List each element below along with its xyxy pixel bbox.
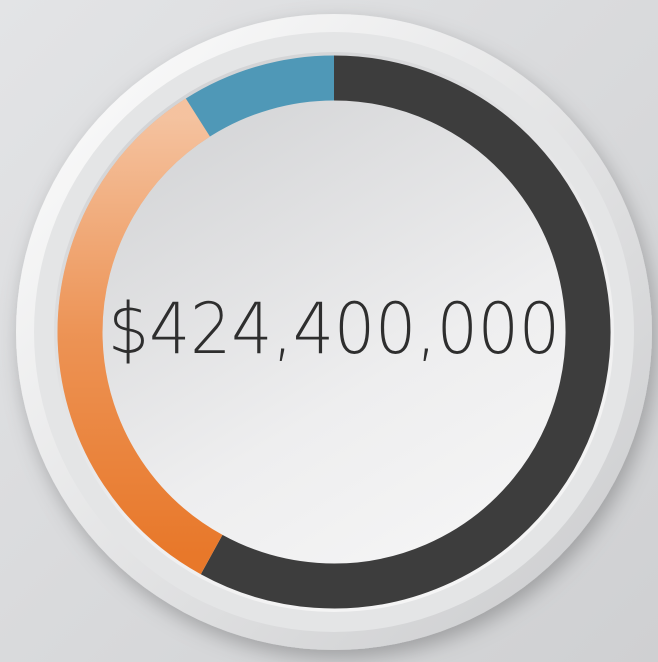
segment (200, 55, 611, 609)
segment (185, 55, 335, 137)
center-label: $424,400,000 (108, 288, 560, 370)
ring (57, 55, 611, 609)
dial-face (54, 52, 614, 612)
segment-sheen (57, 98, 223, 575)
